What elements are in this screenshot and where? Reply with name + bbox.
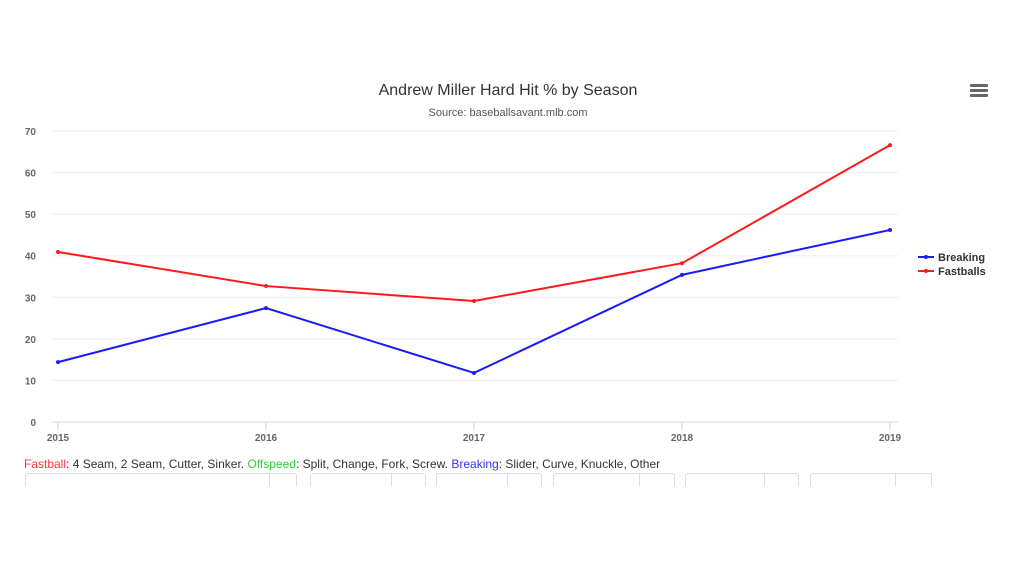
y-tick-label: 50: [25, 210, 37, 221]
x-tick-label: 2016: [255, 433, 278, 444]
fastballs-data-point: [680, 261, 684, 266]
filter-button[interactable]: [436, 473, 542, 486]
x-tick-label: 2017: [463, 433, 486, 444]
breaking-data-point: [264, 306, 268, 311]
chart-subtitle: Source: baseballsavant.mlb.com: [429, 107, 588, 119]
chart-title: Andrew Miller Hard Hit % by Season: [379, 82, 638, 99]
x-tick-label: 2018: [671, 433, 694, 444]
fastballs-legend-label: Fastballs: [938, 266, 986, 278]
filter-button[interactable]: [685, 473, 799, 486]
y-tick-label: 30: [25, 293, 37, 304]
filter-button[interactable]: [25, 473, 297, 486]
offspeed-label: Offspeed: [247, 457, 296, 471]
pitch-type-legend: Fastball: 4 Seam, 2 Seam, Cutter, Sinker…: [24, 457, 660, 471]
offspeed-desc: : Split, Change, Fork, Screw.: [295, 457, 452, 471]
fastballs-data-point: [56, 249, 60, 254]
filter-button[interactable]: [553, 473, 675, 486]
y-tick-label: 10: [25, 376, 37, 387]
fastballs-data-point: [472, 299, 476, 304]
breaking-data-point: [56, 360, 60, 365]
breaking-data-point: [680, 272, 684, 277]
fastballs-series-line: [57, 144, 891, 303]
filter-button[interactable]: [310, 473, 426, 486]
chart-context-menu-button[interactable]: [970, 84, 988, 98]
y-tick-label: 40: [25, 252, 37, 263]
x-tick-label: 2019: [879, 433, 902, 444]
fastballs-data-point: [264, 284, 268, 289]
y-tick-label: 60: [25, 169, 37, 180]
fastballs-data-point: [888, 143, 892, 148]
fastball-desc: : 4 Seam, 2 Seam, Cutter, Sinker.: [66, 457, 248, 471]
breaking-desc: : Slider, Curve, Knuckle, Other: [498, 457, 661, 471]
breaking-data-point: [888, 227, 892, 232]
breaking-legend-label: Breaking: [938, 252, 985, 264]
breaking-label: Breaking: [451, 457, 499, 471]
fastball-label: Fastball: [24, 457, 67, 471]
y-tick-label: 70: [25, 127, 37, 138]
hamburger-menu-icon: [970, 84, 988, 87]
fastballs-legend-marker: [924, 269, 928, 273]
y-tick-label: 0: [30, 418, 36, 429]
filter-button[interactable]: [810, 473, 932, 486]
y-tick-label: 20: [25, 335, 37, 346]
x-tick-label: 2015: [47, 433, 70, 444]
breaking-legend-marker: [924, 255, 928, 259]
hamburger-menu-icon-bar: [970, 94, 988, 97]
breaking-data-point: [472, 370, 476, 375]
hamburger-menu-icon-bar: [970, 89, 988, 92]
